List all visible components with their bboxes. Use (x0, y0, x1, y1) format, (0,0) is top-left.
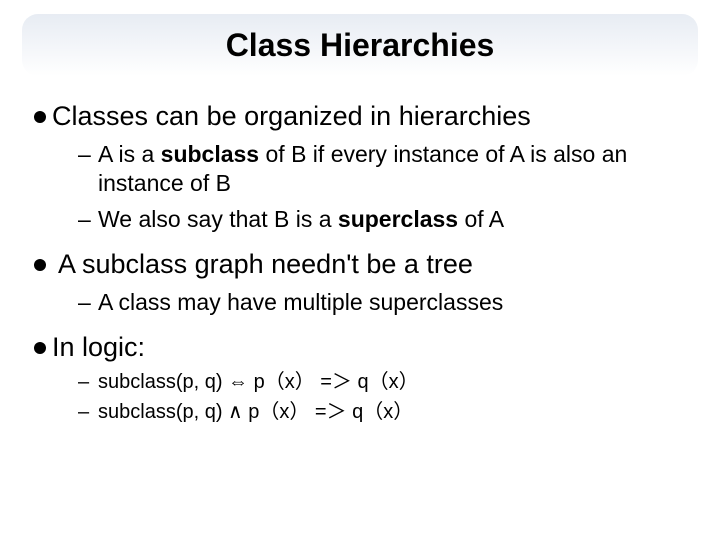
disc-bullet-icon (34, 342, 46, 354)
title-bar: Class Hierarchies (22, 14, 698, 76)
dash-icon: – (78, 288, 94, 317)
bullet-3-text: In logic: (52, 331, 686, 365)
bullet-2-sub-1-text: A class may have multiple superclasses (98, 288, 686, 317)
bullet-3-sub-2-text: subclass(p, q) ∧ p（x） =＞ q（x） (98, 399, 686, 425)
dash-icon: – (78, 205, 94, 234)
bullet-2-text: A subclass graph needn't be a tree (58, 248, 686, 282)
text-fragment: of A (458, 206, 504, 232)
dash-icon: – (78, 140, 94, 199)
bullet-2: A subclass graph needn't be a tree (34, 248, 686, 282)
dash-icon: – (78, 369, 94, 395)
disc-bullet-icon (34, 111, 46, 123)
bold-fragment: superclass (338, 206, 458, 232)
bullet-1-sub-2-text: We also say that B is a superclass of A (98, 205, 686, 234)
bullet-1-sub-1: – A is a subclass of B if every instance… (78, 140, 686, 199)
bullet-2-sub-1: – A class may have multiple superclasses (78, 288, 686, 317)
bold-fragment: subclass (161, 141, 259, 167)
bullet-1: Classes can be organized in hierarchies (34, 100, 686, 134)
text-fragment: A is a (98, 141, 161, 167)
disc-bullet-icon (34, 259, 46, 271)
bullet-3: In logic: (34, 331, 686, 365)
slide-title: Class Hierarchies (226, 27, 495, 64)
bullet-1-sub-2: – We also say that B is a superclass of … (78, 205, 686, 234)
dash-icon: – (78, 399, 94, 425)
bullet-3-sub-1: – subclass(p, q) ⇔ p（x） =＞ q（x） (78, 369, 686, 395)
bullet-1-sub-1-text: A is a subclass of B if every instance o… (98, 140, 686, 199)
bullet-3-sub-1-text: subclass(p, q) ⇔ p（x） =＞ q（x） (98, 369, 686, 395)
bullet-3-sub-2: – subclass(p, q) ∧ p（x） =＞ q（x） (78, 399, 686, 425)
text-fragment: We also say that B is a (98, 206, 338, 232)
slide: Class Hierarchies Classes can be organiz… (0, 14, 720, 540)
slide-body: Classes can be organized in hierarchies … (34, 100, 686, 425)
bullet-1-text: Classes can be organized in hierarchies (52, 100, 686, 134)
